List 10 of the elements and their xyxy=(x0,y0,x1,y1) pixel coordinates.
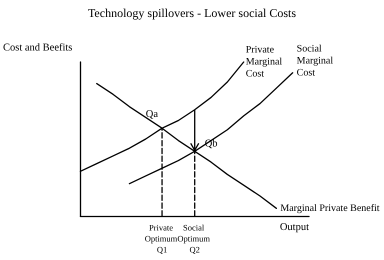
series-label: Social Marginal Cost xyxy=(296,43,336,78)
y-axis-title: Cost and Beefits xyxy=(2,42,72,54)
x-tick-label: Social Optimum Q2 xyxy=(177,222,212,254)
annotation: Qa xyxy=(146,109,158,120)
series-label: Marginal Private Benefit xyxy=(280,202,380,214)
annotation: Qb xyxy=(204,138,218,150)
chart-title: Technology spillovers - Lower social Costs xyxy=(88,6,296,20)
series-label: Private Marginal Cost xyxy=(246,44,285,80)
x-axis-title: Output xyxy=(280,222,310,233)
x-tick-label: Private Optimum Q1 xyxy=(144,222,178,254)
